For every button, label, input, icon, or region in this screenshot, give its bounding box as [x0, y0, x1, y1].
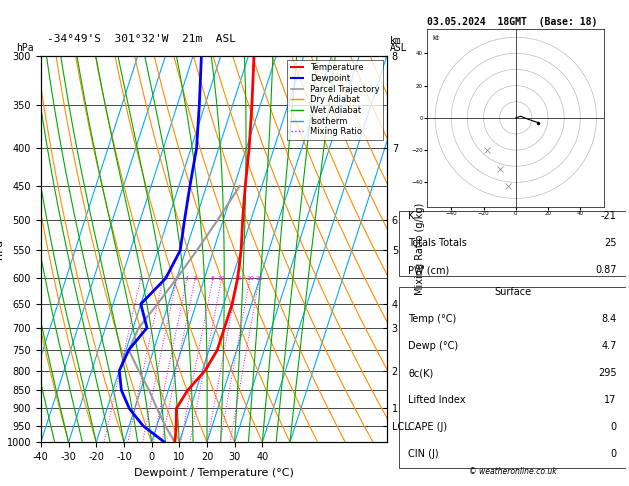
- Text: CIN (J): CIN (J): [408, 450, 439, 459]
- Text: 5: 5: [193, 276, 197, 281]
- Text: K: K: [408, 211, 415, 221]
- Text: 25: 25: [604, 238, 617, 248]
- Text: 03.05.2024  18GMT  (Base: 18): 03.05.2024 18GMT (Base: 18): [428, 17, 598, 27]
- Text: 0: 0: [611, 450, 617, 459]
- Legend: Temperature, Dewpoint, Parcel Trajectory, Dry Adiabat, Wet Adiabat, Isotherm, Mi: Temperature, Dewpoint, Parcel Trajectory…: [287, 60, 382, 139]
- Text: PW (cm): PW (cm): [408, 265, 450, 276]
- Text: 4.7: 4.7: [601, 341, 617, 351]
- Text: θc(K): θc(K): [408, 368, 434, 378]
- Text: kt: kt: [432, 35, 439, 41]
- Text: 295: 295: [598, 368, 617, 378]
- Text: 0.87: 0.87: [595, 265, 617, 276]
- Text: 0: 0: [611, 422, 617, 432]
- Text: Surface: Surface: [494, 287, 532, 297]
- Text: 15: 15: [234, 276, 242, 281]
- Text: -34°49'S  301°32'W  21m  ASL: -34°49'S 301°32'W 21m ASL: [47, 34, 236, 44]
- Text: 8: 8: [211, 276, 215, 281]
- Text: Totals Totals: Totals Totals: [408, 238, 467, 248]
- Text: 4: 4: [185, 276, 189, 281]
- Y-axis label: Mixing Ratio (g/kg): Mixing Ratio (g/kg): [415, 203, 425, 295]
- Text: hPa: hPa: [16, 43, 33, 53]
- Text: 10: 10: [218, 276, 226, 281]
- Text: © weatheronline.co.uk: © weatheronline.co.uk: [469, 468, 557, 476]
- Text: -21: -21: [601, 211, 617, 221]
- Text: ASL: ASL: [390, 43, 408, 53]
- Text: 2: 2: [161, 276, 165, 281]
- Text: 25: 25: [255, 276, 264, 281]
- Y-axis label: hPa: hPa: [0, 239, 4, 259]
- Text: Dewp (°C): Dewp (°C): [408, 341, 459, 351]
- Text: Temp (°C): Temp (°C): [408, 314, 457, 324]
- Text: Lifted Index: Lifted Index: [408, 395, 466, 405]
- Text: 1: 1: [138, 276, 143, 281]
- Text: 20: 20: [246, 276, 254, 281]
- X-axis label: Dewpoint / Temperature (°C): Dewpoint / Temperature (°C): [134, 468, 294, 478]
- Text: CAPE (J): CAPE (J): [408, 422, 448, 432]
- Text: 3: 3: [175, 276, 179, 281]
- Text: 8.4: 8.4: [601, 314, 617, 324]
- Text: km: km: [390, 36, 402, 46]
- Text: 17: 17: [604, 395, 617, 405]
